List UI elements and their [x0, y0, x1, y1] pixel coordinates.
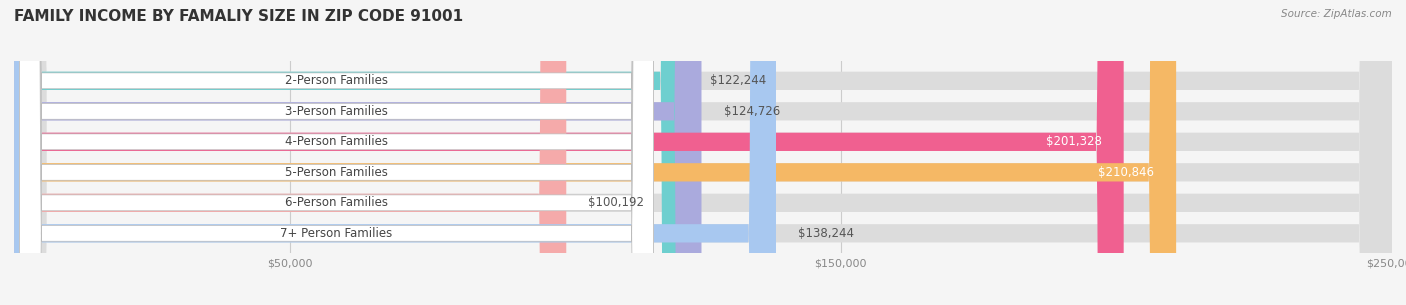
Text: Source: ZipAtlas.com: Source: ZipAtlas.com — [1281, 9, 1392, 19]
FancyBboxPatch shape — [14, 0, 688, 305]
FancyBboxPatch shape — [20, 0, 654, 305]
Text: $210,846: $210,846 — [1098, 166, 1154, 179]
Text: 5-Person Families: 5-Person Families — [285, 166, 388, 179]
Text: $138,244: $138,244 — [799, 227, 853, 240]
FancyBboxPatch shape — [14, 0, 1177, 305]
FancyBboxPatch shape — [20, 0, 654, 305]
Text: $124,726: $124,726 — [724, 105, 780, 118]
FancyBboxPatch shape — [20, 0, 654, 305]
Text: FAMILY INCOME BY FAMALIY SIZE IN ZIP CODE 91001: FAMILY INCOME BY FAMALIY SIZE IN ZIP COD… — [14, 9, 463, 24]
FancyBboxPatch shape — [14, 0, 1392, 305]
FancyBboxPatch shape — [14, 0, 1392, 305]
FancyBboxPatch shape — [20, 0, 654, 305]
Text: 2-Person Families: 2-Person Families — [285, 74, 388, 87]
FancyBboxPatch shape — [14, 0, 567, 305]
Text: 4-Person Families: 4-Person Families — [285, 135, 388, 148]
FancyBboxPatch shape — [20, 0, 654, 305]
FancyBboxPatch shape — [14, 0, 702, 305]
Text: $100,192: $100,192 — [588, 196, 644, 209]
Text: 6-Person Families: 6-Person Families — [285, 196, 388, 209]
FancyBboxPatch shape — [14, 0, 1392, 305]
FancyBboxPatch shape — [20, 0, 654, 305]
Text: $201,328: $201,328 — [1046, 135, 1102, 148]
Text: 3-Person Families: 3-Person Families — [285, 105, 388, 118]
FancyBboxPatch shape — [14, 0, 1392, 305]
Text: 7+ Person Families: 7+ Person Families — [280, 227, 392, 240]
FancyBboxPatch shape — [14, 0, 1123, 305]
FancyBboxPatch shape — [14, 0, 1392, 305]
Text: $122,244: $122,244 — [710, 74, 766, 87]
FancyBboxPatch shape — [14, 0, 776, 305]
FancyBboxPatch shape — [14, 0, 1392, 305]
